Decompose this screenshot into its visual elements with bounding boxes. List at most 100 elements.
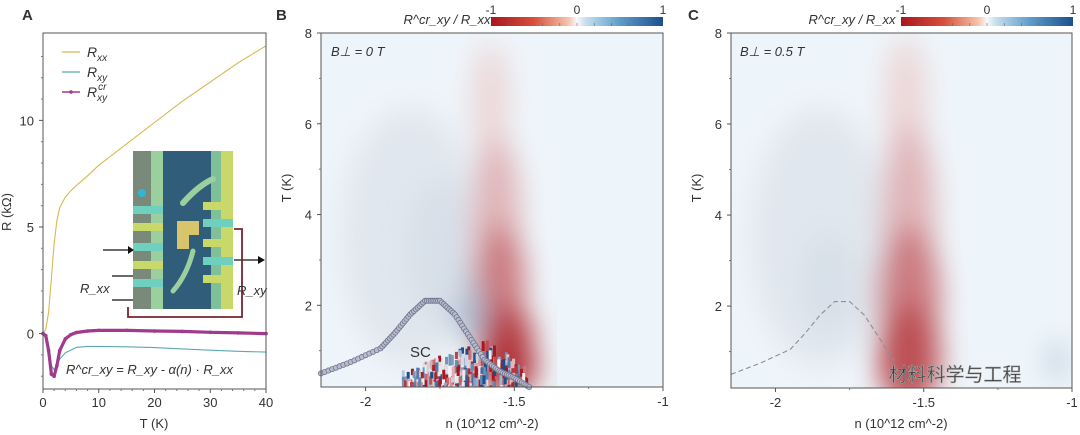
series-point-rcrxy	[55, 363, 59, 368]
heatmap-field	[749, 36, 1066, 388]
sc-noise-cell	[451, 366, 455, 378]
sc-noise-cell	[478, 366, 482, 378]
sc-noise-cell	[450, 355, 454, 366]
sc-noise-cell	[426, 372, 430, 379]
series-point-rcrxy	[49, 372, 54, 376]
series-line-rcrxy	[42, 328, 267, 378]
sc-noise-cell	[438, 379, 442, 387]
series-point-rcrxy	[52, 374, 56, 379]
negative-lobe	[877, 304, 941, 388]
sc-label: SC	[410, 344, 431, 361]
sc-noise-cell	[483, 343, 487, 351]
sc-noise-cell	[464, 369, 468, 380]
ylabel-c: T (K)	[689, 174, 704, 203]
device-inset-image	[103, 151, 265, 318]
sc-noise-cell	[468, 374, 472, 382]
sc-noise-cell	[484, 385, 488, 387]
sc-noise-cell	[430, 372, 434, 379]
sc-noise-cell	[510, 361, 514, 372]
x-tick-label: -2	[770, 395, 782, 410]
sc-noise-cell	[418, 377, 422, 386]
sc-noise-cell	[517, 364, 521, 375]
sc-noise-cell	[403, 380, 407, 387]
sc-noise-cell	[410, 383, 414, 387]
sc-noise-cell	[458, 350, 462, 357]
sc-noise-cell	[444, 385, 448, 387]
legend-marker	[69, 90, 73, 94]
series-line-rxx	[42, 45, 267, 334]
colorbar-gradient	[491, 17, 663, 26]
sc-noise-cell	[435, 380, 439, 387]
panel-label-b: B	[276, 7, 287, 24]
sc-noise-cell	[486, 350, 490, 360]
sc-noise-cell	[418, 369, 422, 382]
colorbar-title-c: R^cr_xy / R_xx	[808, 12, 896, 27]
y-tick-label: 6	[715, 117, 722, 132]
sc-noise-cell	[475, 353, 479, 361]
sc-noise-cell	[456, 371, 460, 384]
sc-noise-cell	[416, 367, 420, 379]
axes-frame-b	[320, 32, 664, 388]
inset-lead	[203, 202, 233, 210]
sc-noise-cell	[474, 366, 478, 379]
sc-noise-cell	[470, 385, 474, 387]
colorbar-tick-label: 1	[1070, 3, 1077, 17]
series-point-rcrxy	[96, 328, 101, 333]
sc-noise-cell	[514, 365, 518, 374]
sc-noise-cell	[451, 376, 455, 383]
sc-noise-cell	[465, 375, 469, 386]
panel-label-a: A	[22, 7, 33, 24]
sc-noise-cell	[458, 377, 462, 386]
xlabel-c: n (10^12 cm^-2)	[854, 416, 947, 431]
sc-noise-cell	[459, 368, 463, 376]
sc-noise-cell	[467, 368, 471, 380]
sc-noise-cell	[460, 347, 464, 355]
sc-noise-cell	[470, 363, 474, 372]
sc-noise-cell	[401, 370, 405, 378]
sc-noise-cell	[465, 348, 469, 355]
sc-noise-cell	[416, 381, 420, 387]
colorbar-tick-label: 0	[574, 3, 581, 17]
axes-frame-c	[730, 32, 1073, 389]
negative-lobe	[472, 42, 509, 160]
colorbar-tick-label: -1	[896, 3, 907, 17]
y-tick-label: 2	[305, 298, 312, 313]
y-tick-label: 8	[715, 26, 722, 41]
sc-noise-cell	[485, 340, 489, 352]
sc-noise-cell	[512, 358, 516, 371]
arrow-in-head	[128, 246, 134, 254]
y-tick-label: 4	[715, 208, 722, 223]
rxy-bracket	[127, 228, 243, 318]
inset-lead	[203, 239, 233, 247]
inset-lead	[203, 257, 233, 265]
sc-noise-cell	[497, 359, 501, 369]
y-tick-label: 8	[305, 26, 312, 41]
sc-noise-cell	[519, 368, 523, 377]
y-tick-label: 6	[305, 117, 312, 132]
sc-noise-cell	[422, 362, 426, 370]
sc-noise-cell	[498, 358, 502, 370]
inset-lead	[203, 219, 233, 227]
sc-noise-cell	[442, 369, 446, 380]
sc-noise-cell	[503, 377, 507, 385]
colorbar-tick-label: 1	[660, 3, 667, 17]
panel-b: B -2 -1.5 -1 2 4 6 8 B⊥ = 0 T SC R^cr_xy / R_x…	[276, 3, 669, 431]
sc-noise-cell	[479, 374, 483, 385]
positive-lobe	[803, 233, 854, 334]
sc-noise-cell	[469, 343, 473, 355]
sc-noise-cell	[464, 355, 468, 366]
sc-noise-cell	[454, 383, 458, 387]
sc-noise-cell	[492, 345, 496, 357]
series-point-rcrxy	[46, 348, 51, 353]
sc-noise-cell	[499, 375, 503, 387]
sc-noise-cell	[492, 381, 496, 387]
inset-lead	[203, 275, 233, 283]
sc-noise-cell	[454, 351, 458, 359]
sc-noise-cell	[438, 374, 442, 385]
x-tick-label: -1.5	[913, 395, 935, 410]
sc-noise-cell	[435, 357, 439, 365]
legend-label: Rxx	[87, 44, 108, 64]
y-tick-label: 4	[305, 208, 312, 223]
sc-noise-cell	[463, 380, 467, 387]
